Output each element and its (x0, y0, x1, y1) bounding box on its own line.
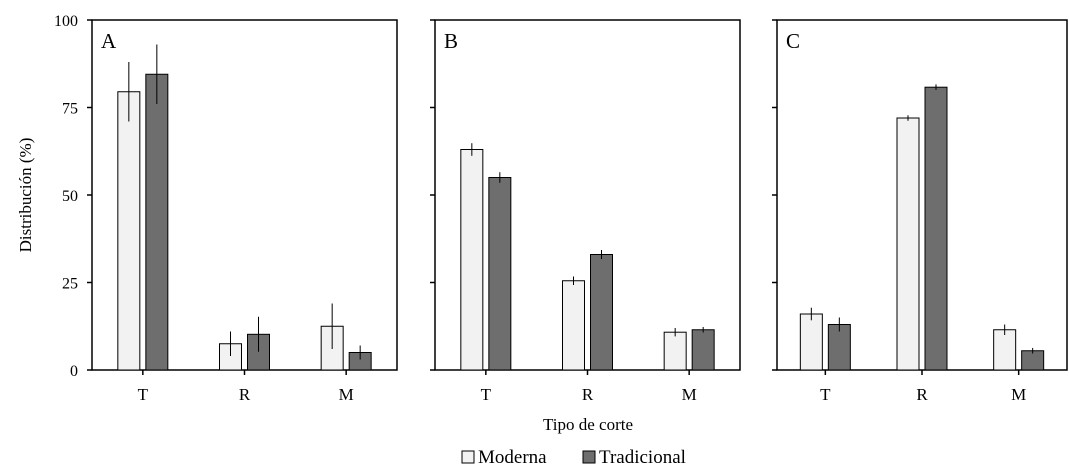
x-axis-label: Tipo de corte (543, 415, 633, 434)
y-tick-label: 75 (62, 101, 78, 118)
panel-A: 0 25 50 75 100 A T R M (54, 13, 398, 404)
panels: 0 25 50 75 100 A T R M B T R M C T R M (54, 13, 1068, 404)
panel-C: C T R M (772, 19, 1068, 404)
x-tick-label: T (138, 385, 149, 404)
legend: Moderna Tradicional (461, 447, 686, 468)
legend-swatch-tradicional (582, 450, 596, 464)
y-tick-label: 0 (70, 363, 78, 380)
bar-tradicional-M (691, 329, 715, 371)
x-tick-label: R (916, 385, 928, 404)
x-tick-label: R (582, 385, 594, 404)
y-tick-label: 50 (62, 188, 78, 205)
bar-tradicional-M (1021, 350, 1045, 371)
x-tick-label: M (682, 385, 697, 404)
y-tick-label: 25 (62, 276, 78, 293)
x-tick-label: M (339, 385, 354, 404)
bar-tradicional-R (590, 254, 613, 371)
legend-label-moderna: Moderna (478, 447, 547, 468)
bar-tradicional-T (488, 177, 512, 371)
legend-swatch-moderna (461, 450, 475, 464)
legend-label-tradicional: Tradicional (599, 447, 686, 468)
panel-label: C (786, 29, 800, 53)
bar-moderna-R (896, 117, 920, 371)
panel-B: B T R M (430, 19, 741, 404)
bar-moderna-M (993, 329, 1017, 371)
bar-tradicional-T (145, 73, 169, 371)
y-tick-label: 100 (54, 13, 78, 30)
x-tick-label: R (239, 385, 251, 404)
x-tick-label: M (1011, 385, 1026, 404)
bar-moderna-M (663, 331, 687, 371)
y-axis-label: Distribución (%) (16, 138, 35, 253)
bar-moderna-R (562, 280, 585, 371)
bar-moderna-T (117, 91, 141, 371)
panel-label: B (444, 29, 458, 53)
bar-moderna-T (460, 149, 484, 371)
x-tick-label: T (481, 385, 492, 404)
x-tick-label: T (820, 385, 831, 404)
bar-moderna-T (799, 313, 823, 371)
bar-tradicional-R (924, 86, 948, 371)
panel-label: A (101, 29, 117, 53)
